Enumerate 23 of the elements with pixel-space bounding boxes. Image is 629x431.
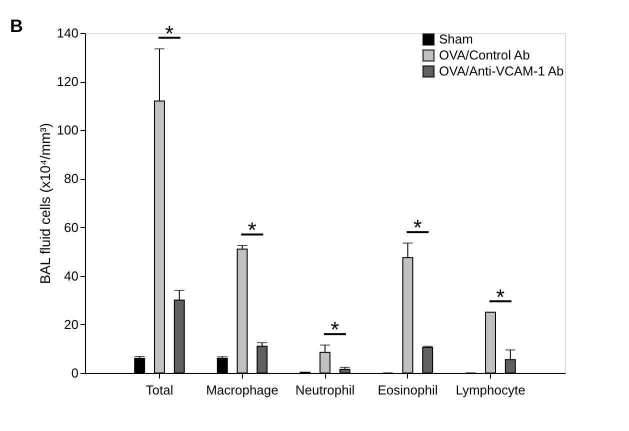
y-tick-label: 40	[64, 268, 78, 284]
annotation: *	[248, 218, 257, 242]
annotation: *	[330, 317, 340, 342]
x-tick-label: Neutrophil	[295, 382, 355, 398]
x-tick-label: Macrophage	[206, 382, 278, 398]
annotation: *	[496, 284, 506, 310]
y-tick-label: 140	[56, 26, 78, 40]
x-tick-label: Eosinophil	[378, 382, 438, 398]
x-tick-label: Total	[146, 382, 174, 398]
y-tick-label: 120	[56, 74, 78, 90]
legend-label: Sham	[439, 32, 473, 46]
y-tick-label: 80	[64, 171, 78, 186]
y-axis-title: BAL fluid cells (x10⁴/mm³)	[36, 122, 53, 284]
x-tick-label: Lymphocyte	[456, 382, 526, 398]
legend-label: OVA/Anti-VCAM-1 Ab	[439, 64, 564, 78]
y-tick-label: 100	[56, 122, 78, 138]
y-tick-label: 60	[64, 220, 78, 235]
annotation: *	[165, 20, 174, 46]
text: B	[10, 16, 23, 36]
legend-label: OVA/Control Ab	[439, 48, 530, 62]
y-tick-label: 20	[64, 316, 78, 332]
annotation: *	[413, 215, 422, 240]
y-tick-label: 0	[71, 366, 78, 380]
